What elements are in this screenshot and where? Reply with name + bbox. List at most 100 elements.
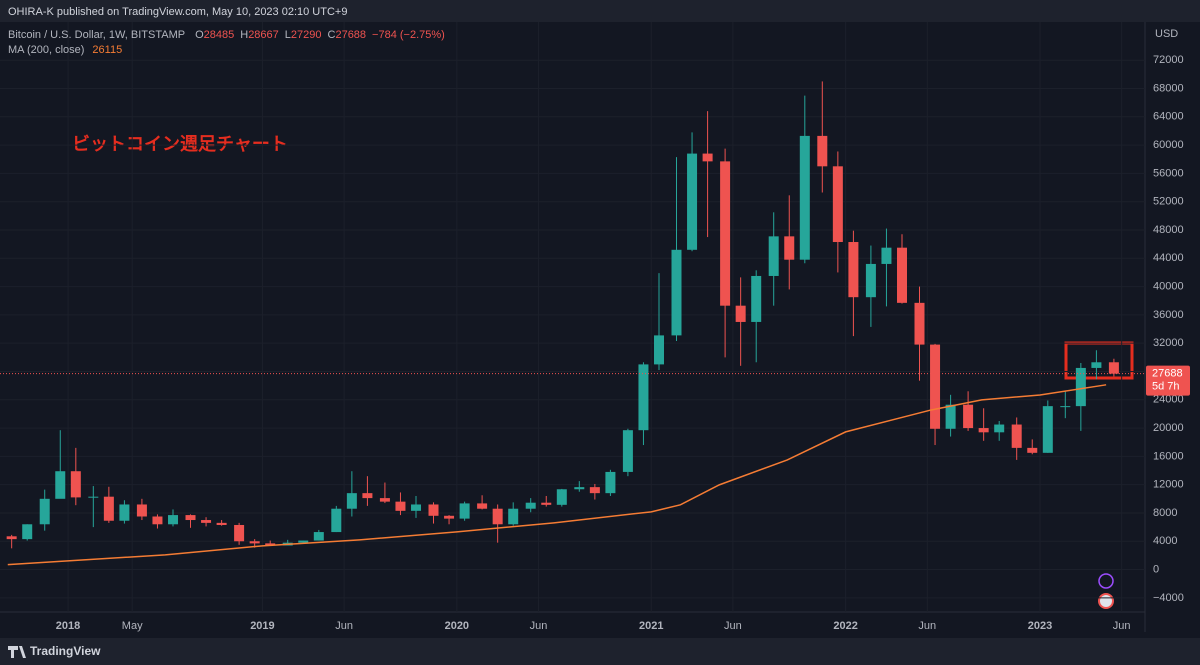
candle-body [605, 471, 616, 494]
legend-value: 27688 [335, 29, 366, 41]
x-tick-label: 2021 [639, 620, 663, 632]
y-tick-label: 68000 [1153, 82, 1184, 94]
candle-body [914, 302, 925, 345]
candle-body [70, 471, 81, 498]
candle-body [541, 502, 552, 505]
x-tick-label: Jun [918, 620, 936, 632]
y-tick-label: 52000 [1153, 196, 1184, 208]
candle-body [784, 236, 795, 260]
y-tick-label: 4000 [1153, 535, 1177, 547]
candle-body [152, 516, 163, 525]
legend-key: H [240, 29, 248, 41]
candle-body [654, 335, 665, 365]
candle-body [362, 493, 373, 499]
candle-body [216, 522, 227, 525]
legend-value: 28667 [248, 29, 279, 41]
candle-body [6, 536, 17, 540]
symbol: Bitcoin / U.S. Dollar, 1W, BITSTAMP [8, 29, 185, 41]
candle-body [720, 161, 731, 306]
y-tick-label: 60000 [1153, 139, 1184, 151]
candle-body [963, 404, 974, 429]
candle-body [234, 524, 245, 542]
y-tick-label: 8000 [1153, 507, 1177, 519]
candle-body [589, 487, 600, 494]
header-bar [0, 0, 1200, 22]
candle-body [331, 508, 342, 533]
annotation: ビットコイン週足チャート [72, 134, 288, 154]
candle-body [832, 166, 843, 243]
x-tick-label: 2018 [56, 620, 80, 632]
currency: USD [1155, 28, 1178, 40]
y-tick-label: 56000 [1153, 167, 1184, 179]
candle-body [751, 275, 762, 322]
legend: MA (200, close) 26115 [8, 44, 122, 56]
x-tick-label: 2023 [1028, 620, 1052, 632]
x-tick-label: Jun [1113, 620, 1131, 632]
candle-body [994, 424, 1005, 433]
candle-body [556, 489, 567, 505]
icon [1098, 573, 1114, 589]
candle-body [88, 496, 99, 498]
candle-body [249, 541, 260, 544]
candle-body [1075, 367, 1086, 407]
legend-change: −784 (−2.75%) [372, 29, 445, 41]
legend-key: C [328, 29, 336, 41]
y-tick-label: 0 [1153, 563, 1159, 575]
candle-body [298, 540, 309, 543]
x-tick-label: 2019 [250, 620, 274, 632]
candle-body [897, 247, 908, 303]
candle-body [1108, 362, 1119, 374]
candle-body [1091, 362, 1102, 368]
x-tick-label: 2022 [833, 620, 857, 632]
candle-body [671, 249, 682, 336]
candle-body [379, 498, 390, 502]
x-tick-label: May [122, 620, 143, 632]
candle-body [411, 504, 422, 511]
x-tick-label: Jun [724, 620, 742, 632]
y-tick-label: −4000 [1153, 592, 1184, 604]
x-tick-label: Jun [530, 620, 548, 632]
legend-key: L [285, 29, 291, 41]
x-tick-label: Jun [335, 620, 353, 632]
legend-value: 27290 [291, 29, 322, 41]
y-tick-label: 24000 [1153, 394, 1184, 406]
candle-body [39, 498, 50, 525]
y-tick-label: 48000 [1153, 224, 1184, 236]
legend: Bitcoin / U.S. Dollar, 1W, BITSTAMP O2848… [8, 29, 445, 41]
candle-body [687, 153, 698, 250]
candle-body [1060, 406, 1071, 408]
candle-body [313, 532, 324, 541]
candle-body [638, 364, 649, 431]
ma-value: 26115 [92, 44, 122, 56]
footer: TradingView [30, 644, 101, 658]
candle-body [881, 247, 892, 264]
y-tick-label: 36000 [1153, 309, 1184, 321]
candle-body [477, 503, 488, 509]
candle-body [865, 263, 876, 298]
y-tick-label: 16000 [1153, 450, 1184, 462]
candle-body [201, 520, 212, 523]
candle-body [136, 504, 147, 517]
header: OHIRA-K published on TradingView.com, Ma… [8, 6, 347, 18]
candle-body [525, 502, 536, 509]
candle-body [702, 153, 713, 162]
icon [1098, 593, 1114, 609]
candle-body [768, 236, 779, 276]
ma-name: MA (200, close) [8, 44, 84, 56]
candle-body [103, 496, 114, 521]
y-tick-label: 12000 [1153, 479, 1184, 491]
y-tick-label: 64000 [1153, 111, 1184, 123]
last-price-label: 27688 [1152, 368, 1183, 380]
candle-body [459, 503, 470, 519]
candle-body [1042, 406, 1053, 453]
candle-body [22, 524, 33, 540]
candle-body [848, 242, 859, 298]
candle-body [930, 344, 941, 429]
candle-body [945, 404, 956, 429]
y-tick-label: 72000 [1153, 54, 1184, 66]
y-tick-label: 32000 [1153, 337, 1184, 349]
candle-body [346, 493, 357, 509]
legend-value: 28485 [204, 29, 235, 41]
candle-body [428, 504, 439, 516]
